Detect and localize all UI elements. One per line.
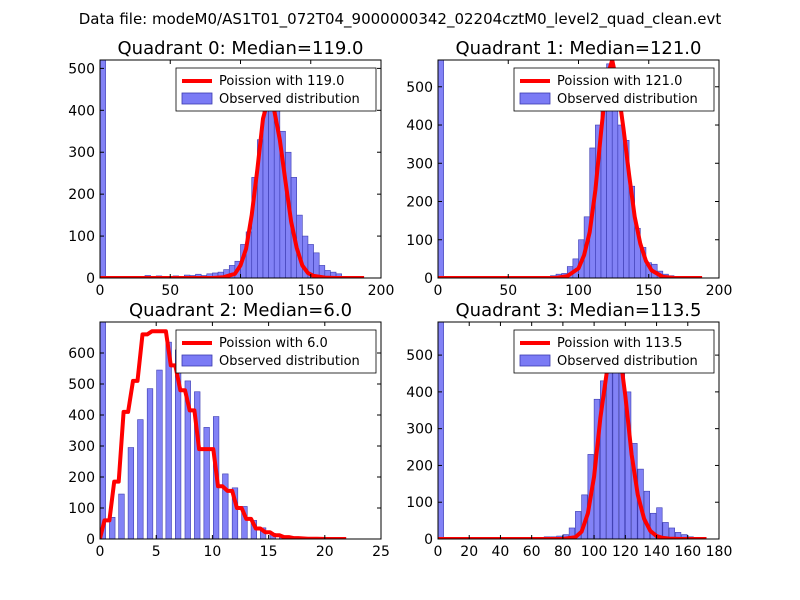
legend-fit-label: Poission with 121.0 (557, 74, 682, 89)
panel-title: Quadrant 3: Median=113.5 (456, 300, 702, 321)
panel-title: Quadrant 1: Median=121.0 (456, 38, 702, 59)
y-tick-label: 200 (68, 470, 95, 486)
figure-title: Data file: modeM0/AS1T01_072T04_90000003… (79, 10, 722, 29)
legend-hist-label: Observed distribution (219, 92, 360, 107)
y-tick-label: 0 (424, 271, 433, 287)
histogram-bar (241, 506, 248, 539)
x-tick-label: 150 (635, 283, 662, 299)
y-tick-label: 500 (68, 61, 95, 77)
histogram-bar (194, 391, 201, 539)
legend-fit-label: Poission with 119.0 (219, 74, 344, 89)
histogram-bar (568, 527, 576, 539)
histogram-bar (100, 60, 106, 278)
poisson-fit-line (100, 95, 365, 278)
histogram-bar (127, 447, 135, 539)
x-tick-label: 150 (297, 283, 324, 299)
x-tick-label: 0 (96, 283, 105, 299)
histogram-bar (606, 362, 613, 539)
quadrant-1-panel: 0 50 100 150 200 0 100 200 300 400 500 Quadrant 1: … (406, 38, 732, 299)
histogram-bar (438, 322, 444, 539)
y-tick-label: 300 (68, 439, 95, 455)
y-tick-label: 400 (406, 118, 433, 134)
x-tick-label: 100 (227, 283, 254, 299)
y-tick-label: 300 (68, 145, 95, 161)
legend-fit-label: Poission with 6.0 (219, 336, 328, 351)
x-tick-label: 120 (612, 544, 639, 560)
x-tick-label: 25 (372, 544, 390, 560)
y-tick-label: 100 (68, 229, 95, 245)
quadrant-2-panel: 0 5 10 15 20 25 0 100 200 300 400 500 600 Quadrant 2:… (68, 300, 390, 560)
x-tick-label: 180 (706, 544, 733, 560)
histogram-bar (662, 522, 669, 539)
panel-title: Quadrant 2: Median=6.0 (129, 300, 352, 321)
histogram-bar (118, 493, 125, 539)
legend-fit-label: Poission with 113.5 (557, 336, 682, 351)
x-tick-label: 0 (434, 283, 443, 299)
legend-hist-swatch (181, 92, 213, 105)
x-tick-label: 5 (152, 544, 161, 560)
x-tick-label: 80 (554, 544, 572, 560)
histogram-bar (222, 473, 229, 539)
x-tick-label: 20 (316, 544, 334, 560)
x-tick-label: 50 (161, 283, 179, 299)
y-tick-label: 100 (406, 495, 433, 511)
y-tick-label: 100 (68, 501, 95, 517)
y-tick-label: 400 (68, 103, 95, 119)
histogram-bar (438, 60, 444, 278)
x-tick-label: 100 (581, 544, 608, 560)
x-tick-label: 20 (460, 544, 478, 560)
x-tick-label: 0 (434, 544, 443, 560)
legend-hist-label: Observed distribution (219, 354, 360, 369)
x-tick-label: 50 (499, 283, 517, 299)
poisson-fit-line (100, 329, 347, 539)
y-tick-label: 500 (406, 348, 433, 364)
y-tick-label: 200 (68, 187, 95, 203)
legend-hist-label: Observed distribution (557, 92, 698, 107)
y-tick-label: 600 (68, 346, 95, 362)
x-tick-label: 60 (523, 544, 541, 560)
y-tick-label: 0 (86, 271, 95, 287)
legend-hist-label: Observed distribution (557, 354, 698, 369)
y-tick-label: 0 (86, 532, 95, 548)
x-tick-label: 15 (260, 544, 278, 560)
y-tick-label: 500 (68, 377, 95, 393)
legend-hist-swatch (519, 92, 551, 105)
axes-frame (99, 321, 382, 540)
panel-title: Quadrant 0: Median=119.0 (118, 38, 364, 59)
histogram-bar (100, 322, 106, 539)
y-tick-label: 200 (406, 458, 433, 474)
x-tick-label: 200 (706, 283, 733, 299)
quadrant-0-panel: 0 50 100 150 200 0 100 200 300 400 500 Quadrant 0: … (68, 38, 394, 299)
histogram-bar (146, 388, 154, 539)
legend-hist-swatch (181, 354, 213, 367)
y-tick-label: 300 (406, 422, 433, 438)
y-tick-label: 400 (406, 385, 433, 401)
y-tick-label: 400 (68, 408, 95, 424)
y-tick-label: 200 (406, 195, 433, 211)
histogram-bar (184, 380, 191, 539)
y-tick-label: 500 (406, 80, 433, 96)
x-tick-label: 100 (565, 283, 592, 299)
poisson-fit-line (438, 334, 707, 539)
histogram-bar (668, 527, 675, 539)
y-tick-label: 300 (406, 156, 433, 172)
axes-frame (437, 321, 720, 540)
x-tick-label: 0 (96, 544, 105, 560)
quadrant-3-panel: 0 20 40 60 80 100 120 140 160 1800100200300400500… (406, 300, 732, 560)
x-tick-label: 10 (203, 544, 221, 560)
y-tick-label: 100 (406, 233, 433, 249)
histogram-bar (231, 487, 239, 539)
legend-hist-swatch (519, 354, 551, 367)
histogram-bar (203, 427, 210, 539)
x-tick-label: 40 (492, 544, 510, 560)
histogram-bar (137, 419, 144, 539)
x-tick-label: 200 (368, 283, 395, 299)
histogram-bar (156, 369, 163, 539)
histogram-bar (165, 341, 172, 539)
y-tick-label: 0 (424, 532, 433, 548)
x-tick-label: 160 (674, 544, 701, 560)
histogram-bar (617, 124, 624, 278)
x-tick-label: 140 (643, 544, 670, 560)
